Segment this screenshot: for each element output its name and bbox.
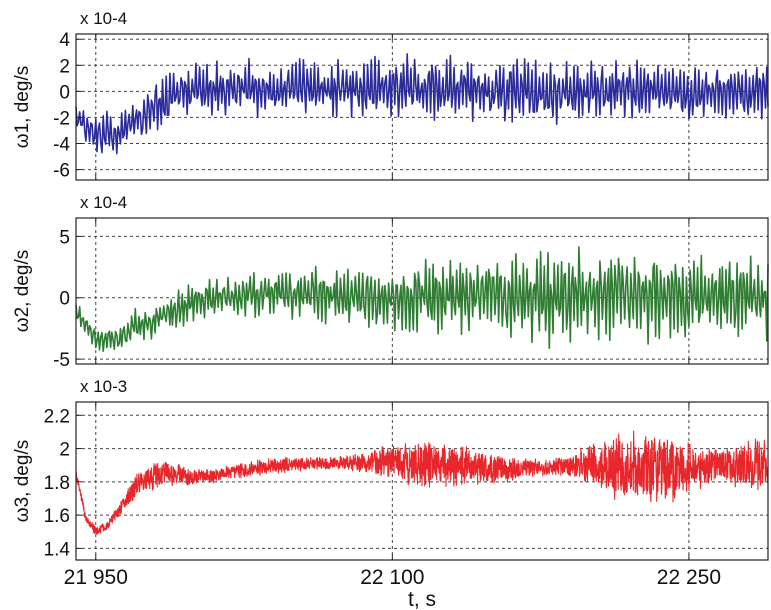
y-tick-label: 2.2 xyxy=(44,406,70,427)
x-tick-label: 22 100 xyxy=(360,566,424,589)
y-tick-label: -4 xyxy=(53,135,70,156)
panel-1-yticks: 4 2 0 -2 -4 -6 xyxy=(53,30,690,182)
panel-omega2: 5 0 -5 x 10-4 ω2, deg/s xyxy=(12,193,769,371)
panel-2-scale-label: x 10-4 xyxy=(80,193,127,212)
y-tick-label: 1.8 xyxy=(44,473,70,494)
y-tick-label: 0 xyxy=(59,82,70,103)
panel-3-scale-text: x 10-3 xyxy=(80,377,127,396)
panel-3-ylabel: ω3, deg/s xyxy=(12,440,33,522)
omega3-series-line xyxy=(75,430,769,535)
panel-2-scale-text: x 10-4 xyxy=(80,193,127,212)
panel-2-yticks: 5 0 -5 xyxy=(53,218,690,371)
y-tick-label: -6 xyxy=(53,161,70,182)
panel-omega1: 4 2 0 -2 -4 -6 x 10-4 ω1, deg/s xyxy=(12,9,769,182)
y-tick-label: -2 xyxy=(53,108,70,129)
x-tick-label: 22 250 xyxy=(657,566,721,589)
panel-2-frame xyxy=(75,217,769,365)
omega2-series-line xyxy=(75,246,769,352)
y-tick-label: 5 xyxy=(59,227,70,248)
y-tick-label: 1.6 xyxy=(44,506,70,527)
y-tick-label: 4 xyxy=(59,30,70,51)
x-tick-label: 21 950 xyxy=(64,566,128,589)
panel-1-scale-text: x 10-4 xyxy=(80,9,127,28)
panel-3-frame xyxy=(75,401,769,561)
panel-3-scale-label: x 10-3 xyxy=(80,377,127,396)
panel-1-ylabel: ω1, deg/s xyxy=(12,66,33,148)
y-tick-label: 2 xyxy=(59,440,70,461)
y-tick-label: 0 xyxy=(59,289,70,310)
panel-omega3: 2.2 2 1.8 1.6 1.4 x 10-3 ω3, deg/s xyxy=(12,377,769,561)
panel-1-frame xyxy=(75,33,769,181)
omega1-series-line xyxy=(75,53,769,155)
panel-2-ylabel: ω2, deg/s xyxy=(12,250,33,332)
y-tick-label: 2 xyxy=(59,56,70,77)
x-tick-labels: 21 950 22 100 22 250 xyxy=(64,566,721,589)
y-tick-label: -5 xyxy=(53,350,70,371)
x-axis-label: t, s xyxy=(408,588,436,610)
panel-1-grid xyxy=(76,34,768,180)
panel-1-scale-label: x 10-4 xyxy=(80,9,127,28)
panel-3-yticks: 2.2 2 1.8 1.6 1.4 xyxy=(44,402,690,560)
y-tick-label: 1.4 xyxy=(44,539,71,560)
